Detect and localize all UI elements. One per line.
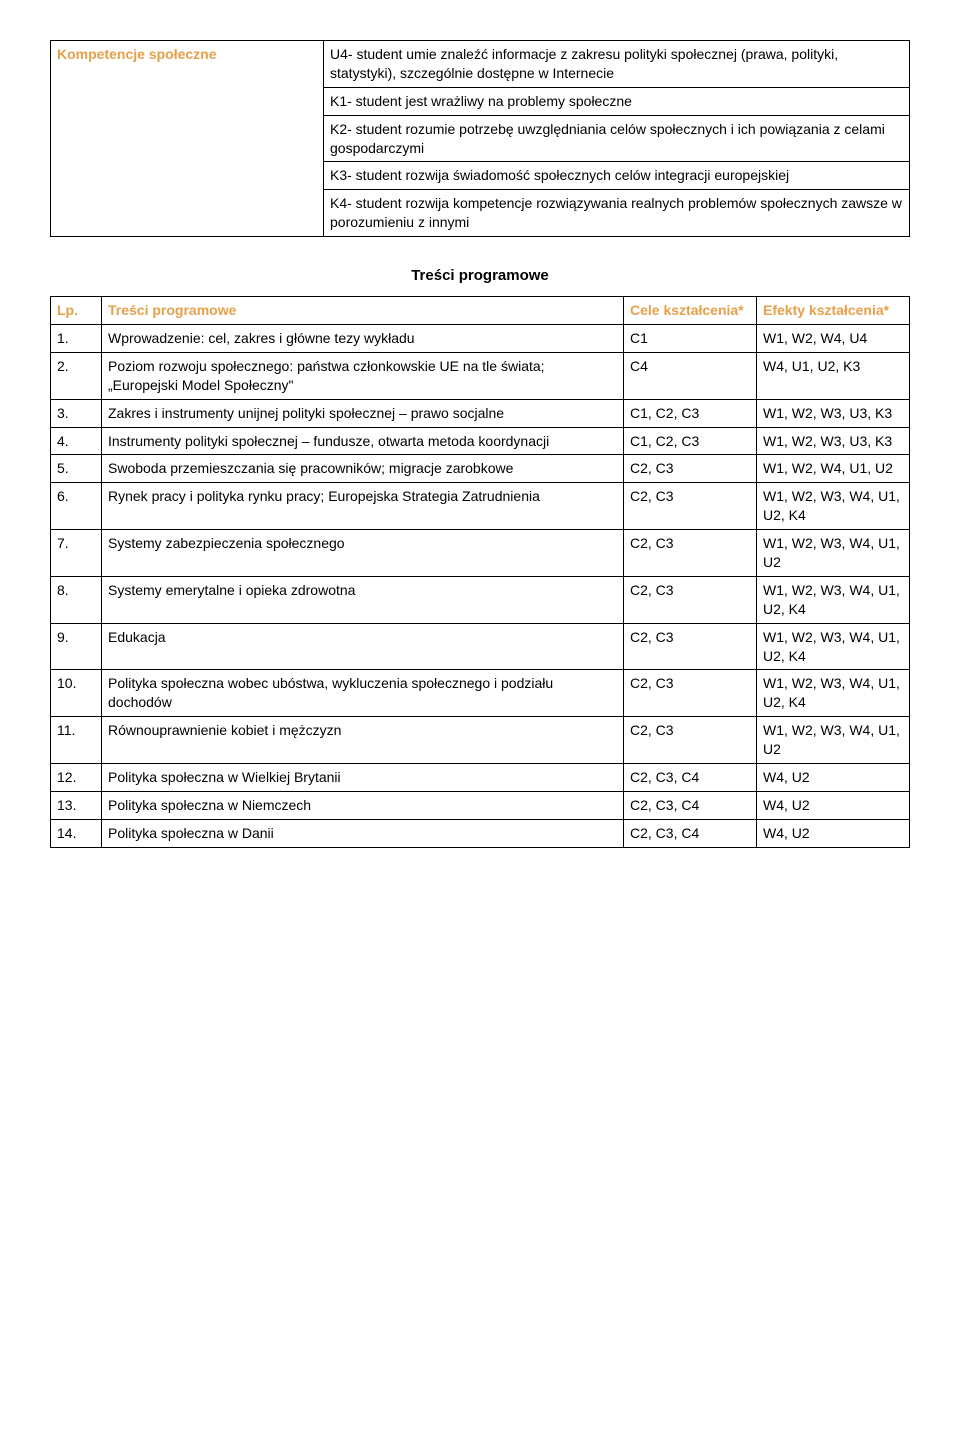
- cell-lp: 8.: [51, 576, 102, 623]
- cell-cele: C2, C3: [624, 670, 757, 717]
- cell-efekty: W1, W2, W3, W4, U1, U2, K4: [757, 623, 910, 670]
- table-row: 14.Polityka społeczna w DaniiC2, C3, C4W…: [51, 819, 910, 847]
- cell-cele: C2, C3: [624, 530, 757, 577]
- cell-lp: 14.: [51, 819, 102, 847]
- table-row: 2.Poziom rozwoju społecznego: państwa cz…: [51, 352, 910, 399]
- section-title: Treści programowe: [50, 267, 910, 284]
- table-row: 3.Zakres i instrumenty unijnej polityki …: [51, 399, 910, 427]
- cell-topic: Poziom rozwoju społecznego: państwa czło…: [102, 352, 624, 399]
- cell-efekty: W1, W2, W4, U4: [757, 325, 910, 353]
- table-row: 9.EdukacjaC2, C3W1, W2, W3, W4, U1, U2, …: [51, 623, 910, 670]
- left-cell: Kompetencje społeczne: [51, 41, 324, 237]
- cell-efekty: W4, U1, U2, K3: [757, 352, 910, 399]
- table-row: 10.Polityka społeczna wobec ubóstwa, wyk…: [51, 670, 910, 717]
- header-lp: Lp.: [51, 297, 102, 325]
- cell-topic: Wprowadzenie: cel, zakres i główne tezy …: [102, 325, 624, 353]
- competencies-label: Kompetencje społeczne: [57, 46, 217, 62]
- table-row: 12.Polityka społeczna w Wielkiej Brytani…: [51, 764, 910, 792]
- cell-lp: 12.: [51, 764, 102, 792]
- cell-cele: C2, C3, C4: [624, 819, 757, 847]
- cell-topic: Instrumenty polityki społecznej – fundus…: [102, 427, 624, 455]
- table-row: Kompetencje społeczne U4- student umie z…: [51, 41, 910, 88]
- table-row: 6.Rynek pracy i polityka rynku pracy; Eu…: [51, 483, 910, 530]
- table-row: 8.Systemy emerytalne i opieka zdrowotnaC…: [51, 576, 910, 623]
- cell-topic: Rynek pracy i polityka rynku pracy; Euro…: [102, 483, 624, 530]
- cell-cele: C4: [624, 352, 757, 399]
- cell-topic: Polityka społeczna w Danii: [102, 819, 624, 847]
- cell-efekty: W1, W2, W3, W4, U1, U2, K4: [757, 670, 910, 717]
- cell-lp: 5.: [51, 455, 102, 483]
- cell-topic: Swoboda przemieszczania się pracowników;…: [102, 455, 624, 483]
- header-row: Lp. Treści programowe Cele kształcenia* …: [51, 297, 910, 325]
- table-row: 11.Równouprawnienie kobiet i mężczyznC2,…: [51, 717, 910, 764]
- cell-lp: 13.: [51, 791, 102, 819]
- cell-efekty: W1, W2, W4, U1, U2: [757, 455, 910, 483]
- cell-topic: Zakres i instrumenty unijnej polityki sp…: [102, 399, 624, 427]
- content-table: Lp. Treści programowe Cele kształcenia* …: [50, 296, 910, 848]
- header-cele: Cele kształcenia*: [624, 297, 757, 325]
- cell-cele: C2, C3: [624, 717, 757, 764]
- competency-item: K4- student rozwija kompetencje rozwiązy…: [324, 190, 910, 237]
- cell-cele: C1, C2, C3: [624, 399, 757, 427]
- cell-topic: Polityka społeczna wobec ubóstwa, wykluc…: [102, 670, 624, 717]
- table-row: 13.Polityka społeczna w NiemczechC2, C3,…: [51, 791, 910, 819]
- cell-efekty: W1, W2, W3, W4, U1, U2, K4: [757, 483, 910, 530]
- competency-item: U4- student umie znaleźć informacje z za…: [324, 41, 910, 88]
- cell-lp: 7.: [51, 530, 102, 577]
- table-row: 7.Systemy zabezpieczenia społecznegoC2, …: [51, 530, 910, 577]
- cell-lp: 4.: [51, 427, 102, 455]
- cell-cele: C2, C3: [624, 623, 757, 670]
- cell-cele: C2, C3, C4: [624, 791, 757, 819]
- table-row: 5.Swoboda przemieszczania się pracownikó…: [51, 455, 910, 483]
- cell-efekty: W1, W2, W3, U3, K3: [757, 427, 910, 455]
- cell-lp: 6.: [51, 483, 102, 530]
- cell-efekty: W1, W2, W3, W4, U1, U2: [757, 717, 910, 764]
- cell-lp: 2.: [51, 352, 102, 399]
- cell-efekty: W4, U2: [757, 791, 910, 819]
- header-topic: Treści programowe: [102, 297, 624, 325]
- cell-efekty: W4, U2: [757, 819, 910, 847]
- cell-cele: C1: [624, 325, 757, 353]
- competency-item: K3- student rozwija świadomość społeczny…: [324, 162, 910, 190]
- header-efekty: Efekty kształcenia*: [757, 297, 910, 325]
- cell-lp: 9.: [51, 623, 102, 670]
- competency-item: K2- student rozumie potrzebę uwzględnian…: [324, 115, 910, 162]
- cell-topic: Edukacja: [102, 623, 624, 670]
- cell-lp: 10.: [51, 670, 102, 717]
- cell-lp: 3.: [51, 399, 102, 427]
- cell-efekty: W1, W2, W3, W4, U1, U2: [757, 530, 910, 577]
- table-row: 1.Wprowadzenie: cel, zakres i główne tez…: [51, 325, 910, 353]
- cell-topic: Polityka społeczna w Niemczech: [102, 791, 624, 819]
- cell-cele: C2, C3, C4: [624, 764, 757, 792]
- cell-efekty: W4, U2: [757, 764, 910, 792]
- cell-cele: C2, C3: [624, 483, 757, 530]
- competency-item: K1- student jest wrażliwy na problemy sp…: [324, 87, 910, 115]
- cell-lp: 1.: [51, 325, 102, 353]
- cell-cele: C2, C3: [624, 576, 757, 623]
- competencies-table: Kompetencje społeczne U4- student umie z…: [50, 40, 910, 237]
- cell-lp: 11.: [51, 717, 102, 764]
- table-row: 4.Instrumenty polityki społecznej – fund…: [51, 427, 910, 455]
- cell-topic: Systemy emerytalne i opieka zdrowotna: [102, 576, 624, 623]
- cell-cele: C2, C3: [624, 455, 757, 483]
- cell-topic: Równouprawnienie kobiet i mężczyzn: [102, 717, 624, 764]
- cell-cele: C1, C2, C3: [624, 427, 757, 455]
- cell-topic: Polityka społeczna w Wielkiej Brytanii: [102, 764, 624, 792]
- cell-efekty: W1, W2, W3, U3, K3: [757, 399, 910, 427]
- cell-efekty: W1, W2, W3, W4, U1, U2, K4: [757, 576, 910, 623]
- cell-topic: Systemy zabezpieczenia społecznego: [102, 530, 624, 577]
